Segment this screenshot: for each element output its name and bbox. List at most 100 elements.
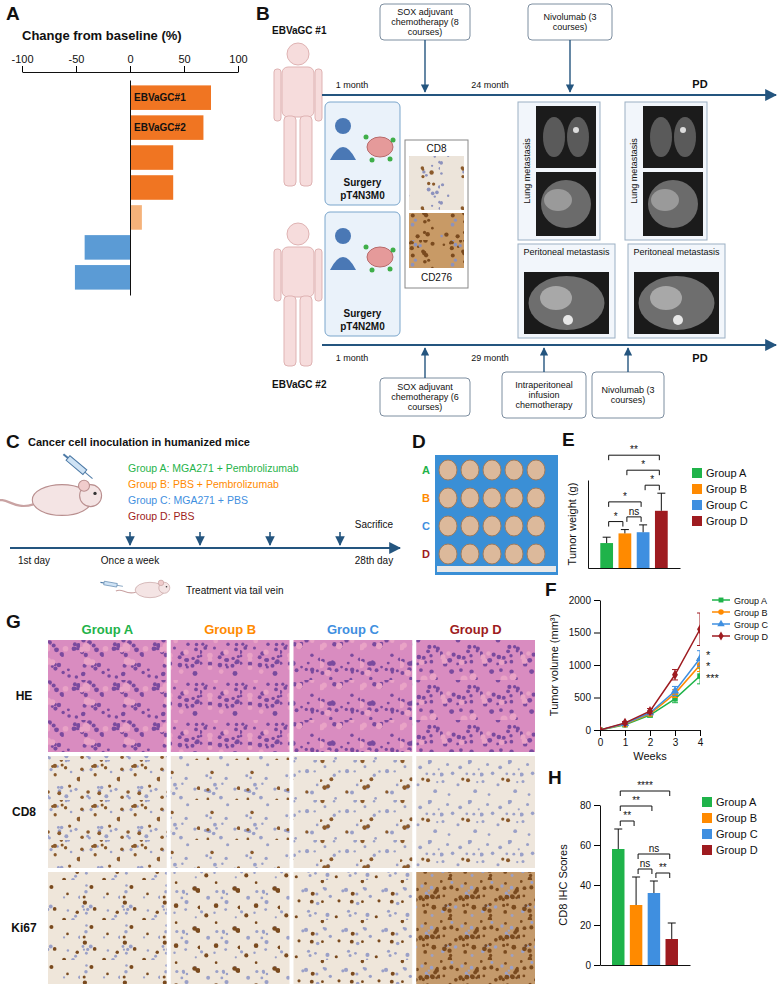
- spine: [673, 315, 683, 325]
- surgery-box: [325, 212, 400, 336]
- bars: [612, 829, 678, 965]
- arm: [274, 249, 281, 301]
- significance-bracket: [620, 821, 634, 826]
- tissue-image: [48, 640, 167, 752]
- label: Peritoneal metastasis: [523, 247, 610, 257]
- tick-label: 2: [648, 737, 654, 748]
- stain-image: [409, 156, 464, 210]
- label: 1 month: [336, 353, 369, 363]
- label-line: Peritoneal metastasis: [523, 247, 610, 257]
- bar: [130, 175, 173, 200]
- tick-mark: [184, 66, 185, 72]
- bar: [619, 533, 632, 568]
- ct-image: [643, 106, 703, 168]
- panel-b: BEBVaGC #1EBVaGC #2SurgerypT4N3M0Surgery…: [256, 3, 776, 418]
- label: 24 month: [471, 80, 509, 90]
- label: 29 month: [471, 353, 509, 363]
- syringe-needle: [85, 472, 93, 478]
- bar: [130, 85, 211, 110]
- bar: [75, 265, 130, 290]
- ruler: [437, 566, 556, 572]
- significance-bracket: [609, 522, 623, 527]
- bar: [630, 905, 642, 965]
- label: Group A: [82, 622, 134, 637]
- significance-label: *: [650, 474, 654, 485]
- syringe-icon: [100, 581, 123, 589]
- tumor: [483, 544, 501, 564]
- legend-label: Group B: [734, 608, 768, 618]
- tick: 60: [580, 840, 600, 851]
- tick-label: 60: [580, 840, 592, 851]
- tick-label: 0: [585, 960, 591, 971]
- axis-line: [601, 965, 691, 966]
- significance-bracket: [620, 791, 669, 796]
- label: Lung metastasis: [522, 138, 532, 204]
- mouse-icon: [0, 480, 102, 515]
- label: Group C: [327, 622, 380, 637]
- legend-label: Group C: [716, 828, 758, 840]
- label-line: Nivolumab (3: [543, 12, 596, 22]
- panel-h: H020406080CD8 IHC Scores**ns****ns****Gr…: [548, 767, 758, 971]
- mouse-tail: [116, 590, 136, 593]
- legend-swatch: [692, 484, 702, 494]
- label: Group B: [204, 622, 256, 637]
- panel-letter: D: [412, 431, 426, 452]
- tick-mark: [625, 730, 626, 736]
- arrow: [199, 532, 201, 545]
- tick: -50: [69, 53, 85, 72]
- error-bar: [621, 530, 629, 534]
- label: Cancer cell inoculation in humanized mic…: [28, 436, 250, 448]
- significance-bracket: [656, 873, 670, 878]
- tick-mark: [600, 730, 601, 736]
- event-box: [502, 372, 586, 418]
- significance-bracket: [627, 470, 659, 475]
- arm: [315, 249, 322, 301]
- axis-line: [600, 806, 601, 966]
- organ: [540, 286, 572, 310]
- x-axis: -100-50050100: [11, 53, 247, 73]
- label: CD276: [421, 272, 453, 283]
- stain-box: [405, 140, 468, 288]
- label-line: chemotherapy (8: [391, 17, 459, 27]
- ct-image: [634, 272, 719, 334]
- abdomen: [529, 276, 605, 330]
- tumor: [505, 460, 523, 480]
- marker: [622, 718, 628, 728]
- significance-bracket: [638, 869, 652, 874]
- syringe-plunger: [63, 454, 68, 458]
- syringe-plunger: [100, 582, 104, 584]
- bar: [612, 849, 624, 965]
- panel-letter: G: [6, 611, 21, 632]
- error-bar: [672, 670, 678, 680]
- label: Sacrifice: [355, 519, 394, 530]
- tick-label: 0: [127, 53, 133, 65]
- lung: [674, 117, 696, 157]
- abdomen: [648, 180, 698, 228]
- stomach: [367, 137, 393, 157]
- tick-label: 0: [585, 725, 591, 736]
- tick-mark: [130, 66, 131, 72]
- tick-label: 1000: [569, 660, 592, 671]
- tick-label: 2000: [569, 595, 592, 606]
- image-frame: [518, 102, 600, 240]
- label: B: [422, 492, 430, 504]
- bar: [130, 205, 142, 230]
- label: Lung metastasis: [629, 138, 639, 204]
- tick: 80: [580, 800, 600, 811]
- label: CD8: [426, 143, 446, 154]
- label-line: courses): [408, 27, 443, 37]
- label: A: [422, 464, 430, 476]
- panel-f: F012340500100015002000WeeksTumor volume …: [545, 579, 769, 762]
- image-frame: [628, 244, 725, 338]
- label: Peritoneal metastasis: [633, 247, 720, 257]
- significance-label: ns: [640, 858, 651, 869]
- panel-c: CCancer cell inoculation in humanized mi…: [0, 431, 400, 598]
- significance-bracket: [609, 455, 660, 460]
- significance-label: **: [632, 795, 640, 806]
- legend-swatch: [702, 813, 712, 823]
- lung: [650, 117, 672, 157]
- arrow: [322, 94, 776, 96]
- tumor: [527, 488, 545, 508]
- arrow: [10, 547, 400, 549]
- label: Group A: MGA271 + Pembrolizumab: [128, 462, 299, 474]
